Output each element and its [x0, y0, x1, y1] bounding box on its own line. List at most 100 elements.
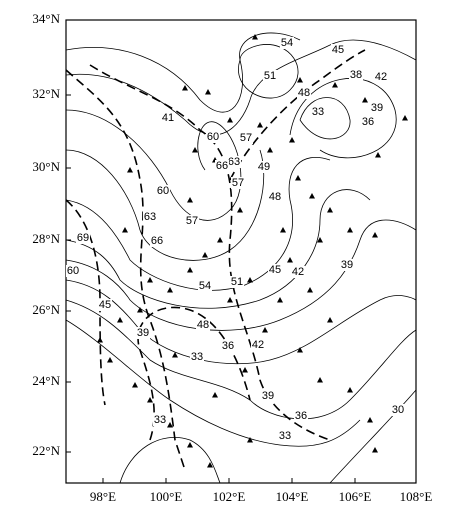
label-bg [161, 112, 175, 124]
lon-label: 102°E [213, 489, 246, 504]
station [280, 227, 286, 233]
station [202, 252, 208, 258]
station [257, 122, 263, 128]
lon-label: 100°E [150, 489, 183, 504]
label-bg [190, 351, 204, 363]
label-bg [239, 132, 253, 144]
stations [97, 34, 408, 468]
station [205, 89, 211, 95]
label-bg [143, 211, 157, 223]
station [347, 387, 353, 393]
station [137, 307, 143, 313]
contour-label: 66 [151, 235, 163, 247]
lat-label: 22°N [32, 443, 60, 458]
label-bg [268, 191, 282, 203]
labels: 34°N 32°N 30°N 28°N 26°N 24°N 22°N 98°E 100°E 102… [32, 11, 432, 504]
station [97, 337, 103, 343]
label-bg [156, 185, 170, 197]
contour-label: 39 [341, 259, 353, 271]
lon-label: 104°E [276, 489, 309, 504]
label-bg [150, 235, 164, 247]
station [375, 152, 381, 158]
station [327, 207, 333, 213]
contour-label: 41 [162, 112, 174, 124]
station [362, 97, 368, 103]
station [167, 422, 173, 428]
station [132, 382, 138, 388]
label-bg [361, 116, 375, 128]
label-bg [349, 69, 363, 81]
contour-label: 54 [281, 37, 293, 49]
label-bg [261, 390, 275, 402]
label-bg [251, 339, 265, 351]
contour-label: 39 [371, 102, 383, 114]
label-bg [153, 414, 167, 426]
label-bg [297, 87, 311, 99]
label-bg [268, 264, 282, 276]
contour-label: 42 [375, 71, 387, 83]
contour-label: 42 [252, 339, 264, 351]
contour-label: 51 [264, 70, 276, 82]
contour-label: 63 [144, 211, 156, 223]
label-bg [291, 266, 305, 278]
label-bg [66, 265, 80, 277]
lon-label: 106°E [339, 489, 372, 504]
station [147, 397, 153, 403]
label-bg [76, 232, 90, 244]
station [182, 85, 188, 91]
label-bg [280, 37, 294, 49]
lat-label: 26°N [32, 302, 60, 317]
contour-label: 60 [157, 185, 169, 197]
contour-label: 69 [77, 232, 89, 244]
station [347, 227, 353, 233]
contour-label: 48 [298, 87, 310, 99]
station [117, 317, 123, 323]
station [287, 257, 293, 263]
station [237, 207, 243, 213]
label-bg [331, 44, 345, 56]
station [295, 175, 301, 181]
label-bg [98, 299, 112, 311]
label-bg [221, 340, 235, 352]
lon-label: 108°E [400, 489, 433, 504]
station [289, 137, 295, 143]
label-bg [257, 161, 271, 173]
station [127, 167, 133, 173]
station [372, 232, 378, 238]
contour-label: 48 [269, 191, 281, 203]
station [267, 147, 273, 153]
contour-label: 57 [240, 132, 252, 144]
contour-label: 54 [199, 280, 211, 292]
label-bg [215, 160, 229, 172]
station [277, 297, 283, 303]
station [372, 447, 378, 453]
lat-label: 32°N [32, 86, 60, 101]
station [262, 327, 268, 333]
station [367, 417, 373, 423]
station [242, 367, 248, 373]
station [317, 377, 323, 383]
station [172, 352, 178, 358]
station [187, 267, 193, 273]
label-bg [185, 215, 199, 227]
station [297, 347, 303, 353]
label-bg [294, 410, 308, 422]
label-bg [374, 71, 388, 83]
label-bg [311, 106, 325, 118]
label-bg [278, 430, 292, 442]
contour-label: 36 [362, 116, 374, 128]
label-bg [231, 177, 245, 189]
station [187, 442, 193, 448]
station [122, 227, 128, 233]
label-bg [227, 156, 241, 168]
lat-label: 24°N [32, 373, 60, 388]
station [147, 277, 153, 283]
station [207, 462, 213, 468]
station [227, 297, 233, 303]
map-frame [65, 19, 417, 484]
station [309, 193, 315, 199]
label-bg [391, 404, 405, 416]
contour-label: 33 [279, 430, 291, 442]
contour-label: 57 [186, 215, 198, 227]
label-bg [340, 259, 354, 271]
